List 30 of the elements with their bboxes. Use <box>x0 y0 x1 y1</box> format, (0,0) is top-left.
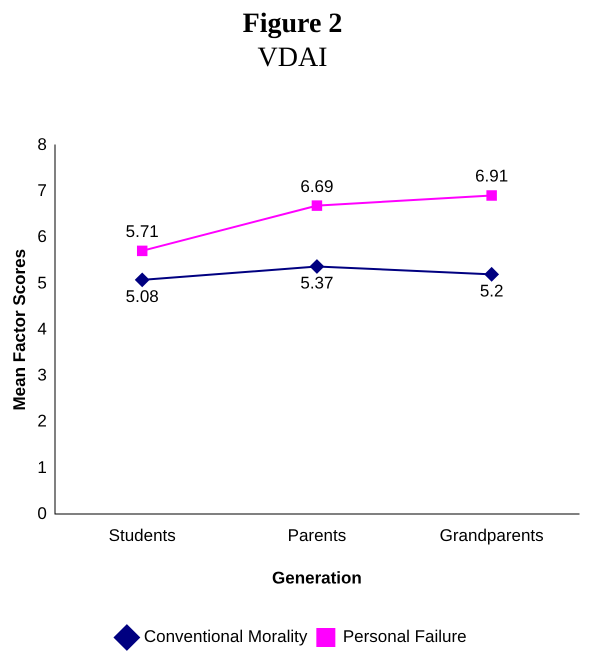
y-tick-label: 0 <box>37 504 47 523</box>
y-tick-label: 6 <box>37 227 47 246</box>
data-label: 5.71 <box>126 222 159 242</box>
x-tick-label: Parents <box>288 526 346 546</box>
data-label: 6.91 <box>475 166 508 186</box>
data-label: 5.2 <box>480 282 504 301</box>
point <box>486 190 497 201</box>
y-tick-label: 2 <box>37 412 47 431</box>
y-tick-label: 8 <box>37 134 47 154</box>
y-tick-label: 3 <box>37 366 47 385</box>
x-axis-title: Generation <box>272 568 362 588</box>
y-tick-label: 7 <box>37 181 47 200</box>
point <box>136 246 148 256</box>
point <box>312 200 322 211</box>
x-tick-label: Grandparents <box>440 526 544 546</box>
legend-label: Personal Failure <box>342 627 467 646</box>
y-tick-label: 5 <box>37 273 47 292</box>
data-label: 5.08 <box>126 287 159 306</box>
point <box>310 260 324 274</box>
data-label: 5.37 <box>300 274 334 293</box>
point <box>135 272 150 287</box>
y-axis-title: Mean Factor Scores <box>10 248 29 410</box>
legend-label: Conventional Morality <box>144 627 308 646</box>
point <box>484 267 499 282</box>
y-tick-label: 1 <box>37 458 47 477</box>
chart-title: Figure 2 <box>242 8 342 40</box>
data-label: 6.69 <box>300 176 334 196</box>
x-tick-label: Students <box>108 526 176 546</box>
chart-subtitle: VDAI <box>258 42 328 73</box>
y-tick-label: 4 <box>37 319 47 338</box>
